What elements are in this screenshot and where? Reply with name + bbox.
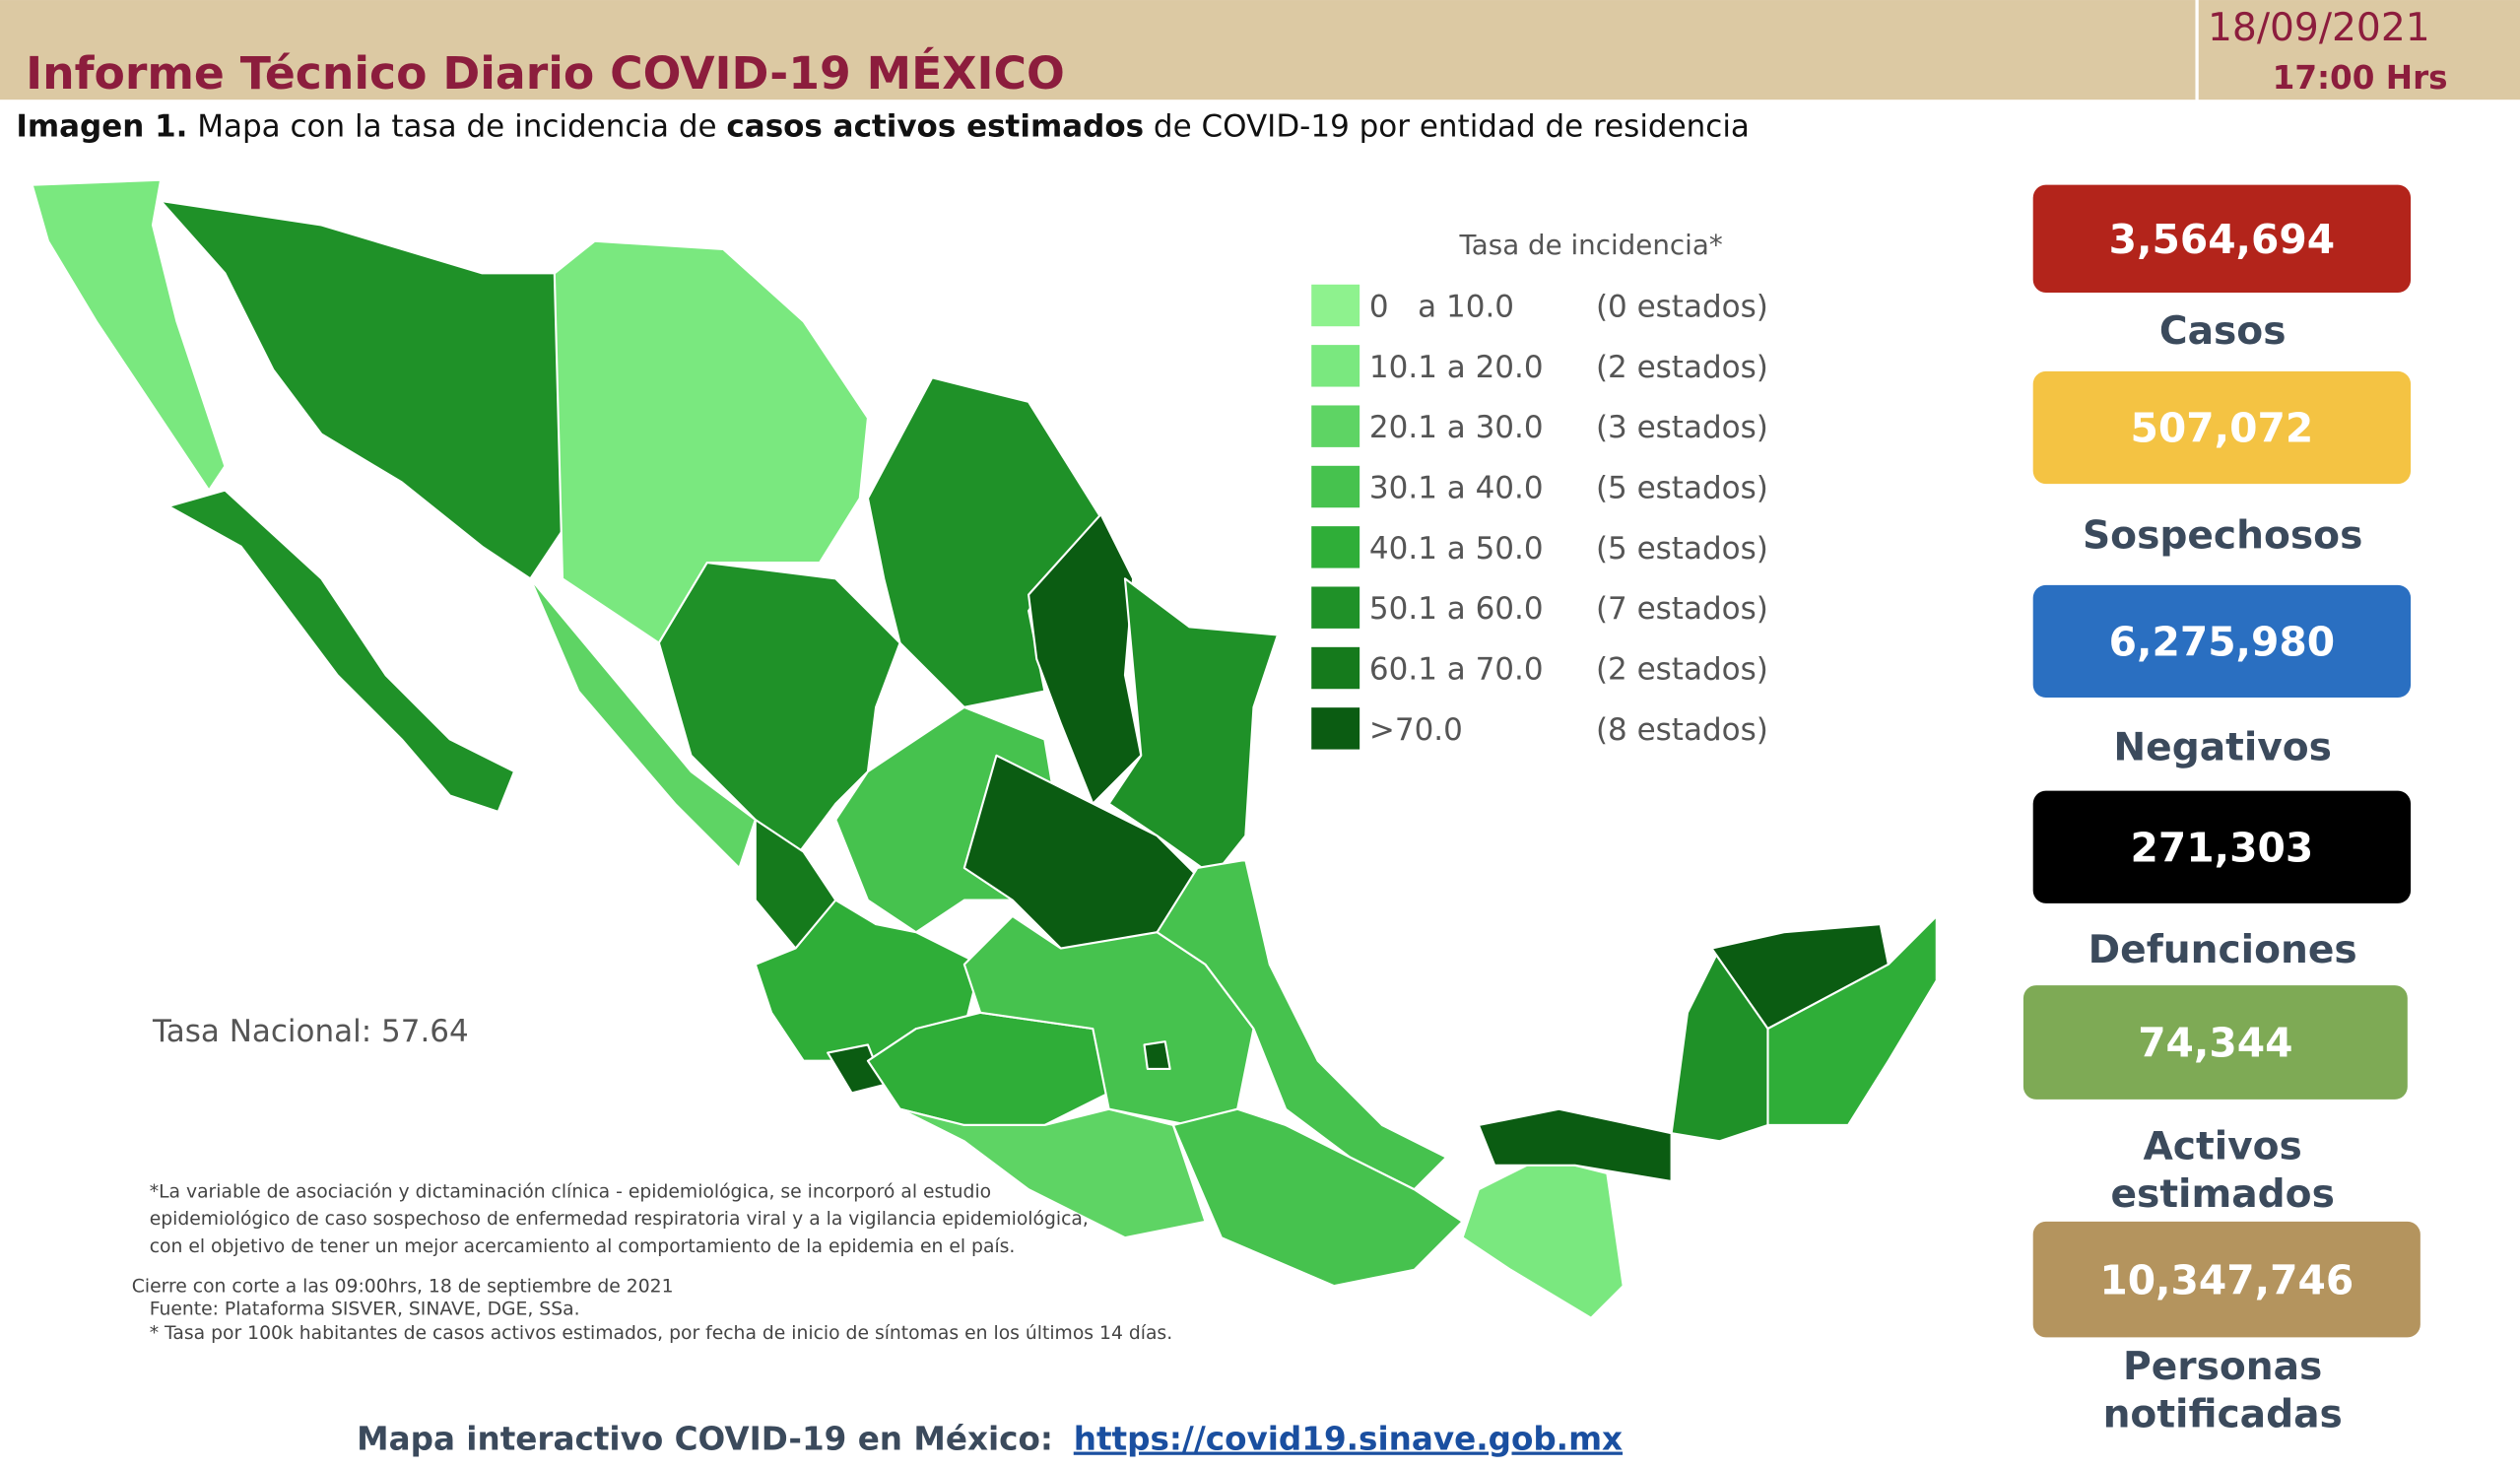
legend-title: Tasa de incidencia*: [1458, 229, 1722, 261]
legend-count: (5 estados): [1596, 470, 1768, 505]
legend-swatch: [1311, 707, 1360, 750]
stat-label: notificadas: [2103, 1393, 2343, 1437]
state-region: [1171, 1107, 1464, 1288]
state-region: [160, 199, 564, 580]
legend-range: 60.1 a 70.0: [1369, 651, 1544, 687]
legend-swatch: [1311, 646, 1360, 690]
state-region: [1710, 923, 1890, 1031]
legend-range: 10.1 a 20.0: [1369, 350, 1544, 385]
legend-range: 0 a 10.0: [1369, 289, 1514, 324]
state-region: [553, 239, 870, 644]
header-band: [0, 0, 2196, 100]
stat-value: 271,303: [2131, 824, 2314, 871]
legend: 0 a 10.0 (0 estados) 10.1 a 20.0 (2 estados…: [1311, 284, 1768, 750]
stat-label: Personas: [2123, 1345, 2322, 1389]
legend-count: (3 estados): [1596, 410, 1768, 445]
caption-lead: Imagen 1.: [16, 109, 187, 145]
footer-link[interactable]: https://covid19.sinave.gob.mx: [1074, 1421, 1623, 1458]
legend-count: (5 estados): [1596, 531, 1768, 567]
note-line: Fuente: Plataforma SISVER, SINAVE, DGE, …: [150, 1299, 580, 1319]
stat-box: [2032, 184, 2412, 293]
stat-label: Activos: [2144, 1124, 2302, 1168]
stat-box: [2032, 790, 2412, 903]
state-region: [1766, 914, 1938, 1127]
state-region: [167, 489, 516, 813]
legend-range: 30.1 a 40.0: [1369, 470, 1544, 505]
legend-count: (8 estados): [1596, 712, 1768, 748]
note-line: * Tasa por 100k habitantes de casos acti…: [150, 1323, 1172, 1344]
legend-range: 50.1 a 60.0: [1369, 591, 1544, 627]
legend-swatch: [1311, 284, 1360, 327]
legend-range: 20.1 a 30.0: [1369, 410, 1544, 445]
header-date: 18/09/2021: [2208, 6, 2430, 50]
stat-value: 3,564,694: [2109, 216, 2336, 263]
stat-value: 10,347,746: [2099, 1256, 2354, 1303]
footer-text: Mapa interactivo COVID-19 en México:: [357, 1421, 1053, 1458]
state-region: [1461, 1156, 1625, 1319]
header-title: Informe Técnico Diario COVID-19 MÉXICO: [26, 46, 1065, 100]
stat-label: Sospechosos: [2083, 513, 2362, 558]
note-line: epidemiológico de caso sospechoso de enf…: [150, 1209, 1089, 1230]
legend-swatch: [1311, 405, 1360, 447]
notes: *La variable de asociación y dictaminaci…: [132, 1181, 1172, 1344]
national-rate: Tasa Nacional: 57.64: [152, 1014, 469, 1049]
header-time: 17:00 Hrs: [2273, 59, 2448, 97]
mexico-map: [31, 178, 1938, 1319]
legend-count: (0 estados): [1596, 289, 1768, 324]
legend-count: (2 estados): [1596, 350, 1768, 385]
state-region: [898, 1107, 1207, 1239]
caption-bold: casos activos estimados: [726, 109, 1144, 145]
caption-text: Mapa con la tasa de incidencia de: [187, 109, 726, 145]
state-region: [31, 178, 227, 492]
stat-label: Casos: [2159, 309, 2287, 354]
state-region: [529, 577, 757, 870]
stat-value: 74,344: [2138, 1020, 2292, 1067]
caption-text: de COVID-19 por entidad de residencia: [1144, 109, 1750, 145]
legend-range: >70.0: [1369, 712, 1463, 748]
legend-swatch: [1311, 465, 1360, 508]
stat-box: [2032, 584, 2412, 699]
note-line: con el objetivo de tener un mejor acerca…: [150, 1236, 1016, 1257]
state-region: [1143, 1040, 1171, 1070]
stat-label: Defunciones: [2089, 928, 2357, 972]
legend-swatch: [1311, 345, 1360, 387]
legend-swatch: [1311, 586, 1360, 629]
stats-panel: 3,564,694 Casos 507,072 Sospechosos 6,275,98…: [2023, 184, 2421, 1437]
caption: Imagen 1. Mapa con la tasa de incidencia…: [16, 109, 1750, 145]
state-region: [1477, 1107, 1673, 1183]
note-line: Cierre con corte a las 09:00hrs, 18 de s…: [132, 1277, 674, 1298]
stat-label: Negativos: [2113, 726, 2332, 770]
state-region: [1107, 577, 1280, 878]
stat-value: 6,275,980: [2109, 619, 2336, 666]
legend-count: (2 estados): [1596, 651, 1768, 687]
stat-value: 507,072: [2131, 405, 2314, 452]
date-band: [2198, 0, 2520, 100]
legend-count: (7 estados): [1596, 591, 1768, 627]
stat-label: estimados: [2111, 1172, 2335, 1217]
stat-box: [2032, 370, 2412, 485]
stat-box: [2023, 985, 2408, 1100]
legend-swatch: [1311, 526, 1360, 568]
state-region: [962, 914, 1255, 1127]
stat-box: [2032, 1221, 2421, 1338]
legend-range: 40.1 a 50.0: [1369, 531, 1544, 567]
note-line: *La variable de asociación y dictaminaci…: [150, 1181, 991, 1202]
